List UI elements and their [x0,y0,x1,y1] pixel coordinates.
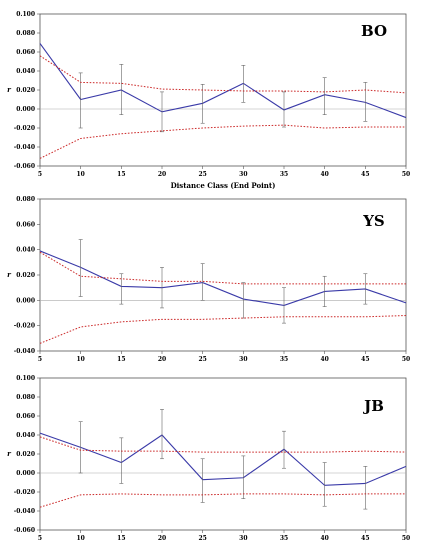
x-tick-label: 15 [117,356,125,363]
error-bar [78,239,83,297]
x-tick-label: 10 [76,356,84,363]
panel-title: BO [361,22,387,40]
x-tick-label: 10 [76,535,84,542]
y-tick-label: 0.080 [16,196,35,203]
error-bar [282,430,286,469]
observed-correlation-line [39,239,407,324]
correlation-polyline [39,43,407,119]
error-bar [160,91,164,133]
error-bar [241,65,246,103]
y-tick-label: -0.020 [14,125,35,132]
error-bar [322,462,327,507]
y-tick-label: 0.040 [16,68,35,75]
y-axis-label: r [7,449,12,458]
y-tick-label: -0.040 [14,348,35,355]
y-tick-label: 0.000 [16,297,35,304]
y-tick-label: 0.020 [16,451,35,458]
error-bar [160,409,164,460]
y-tick-label: -0.060 [14,527,35,534]
error-bar [200,263,205,301]
y-axis-label: r [7,85,12,94]
x-tick-label: 40 [320,171,328,178]
error-bar [119,64,124,115]
y-tick-label: 0.060 [16,413,35,420]
error-bar [200,84,205,124]
confidence-envelope-line [39,251,406,285]
y-tick-label: -0.040 [14,508,35,515]
correlation-polyline [39,432,407,486]
x-tick-label: 25 [198,356,206,363]
y-tick-label: 0.100 [16,11,35,18]
error-bar [119,437,124,484]
y-tick-label: 0.000 [16,470,35,477]
confidence-envelope-line [39,315,407,344]
y-tick-label: 0.060 [16,221,35,228]
y-tick-label: 0.100 [16,375,35,382]
x-tick-label: 40 [320,535,328,542]
x-tick-label: 45 [361,171,369,178]
y-tick-label: 0.040 [16,247,35,254]
error-bar [322,275,327,307]
chart-panel-bo: -0.060 -0.040 -0.020 0.000 0.020 0.040 0.060 0.… [7,11,410,190]
chart-panel-jb: -0.060 -0.040 -0.020 0.000 0.020 0.040 0.060 0.… [7,375,410,542]
x-tick-label: 30 [239,171,247,178]
y-tick-label: -0.060 [14,163,35,170]
x-tick-label: 35 [280,171,288,178]
x-tick-label: 15 [117,535,125,542]
y-tick-label: 0.020 [16,87,35,94]
y-axis-label: r [7,270,12,279]
y-tick-label: -0.020 [14,323,35,330]
x-tick-label: 45 [361,356,369,363]
x-tick-label: 40 [320,356,328,363]
y-tick-label: 0.060 [16,49,35,56]
y-tick-label: -0.020 [14,489,35,496]
x-tick-label: 50 [402,535,410,542]
x-tick-label: 25 [198,535,206,542]
error-bar [78,421,83,474]
y-tick-label: 0.040 [16,432,35,439]
error-bar [363,466,368,510]
x-tick-label: 20 [158,171,166,178]
y-tick-label: 0.020 [16,272,35,279]
x-tick-label: 20 [158,535,166,542]
panel-title: YS [362,212,385,230]
y-tick-label: 0.080 [16,394,35,401]
y-tick-label: 0.080 [16,30,35,37]
x-tick-label: 10 [76,171,84,178]
x-tick-label: 50 [402,171,410,178]
envelope-polyline [39,315,407,344]
x-tick-label: 20 [158,356,166,363]
chart-panel-ys: -0.040 -0.020 0.000 0.020 0.040 0.060 0.080 5 10… [7,196,410,363]
x-tick-label: 45 [361,535,369,542]
x-tick-label: 35 [280,535,288,542]
y-tick-label: -0.040 [14,144,35,151]
x-tick-label: 35 [280,356,288,363]
panel-title: JB [362,397,384,415]
error-bar [241,455,246,499]
x-tick-label: 15 [117,171,125,178]
x-tick-label: 30 [239,356,247,363]
envelope-polyline [39,251,406,285]
correlation-polyline [39,250,407,306]
error-bar [160,267,164,309]
x-tick-label: 25 [198,171,206,178]
x-tick-label: 5 [38,171,42,178]
x-axis-label: Distance Class (End Point) [171,181,276,190]
error-bar [282,91,286,128]
error-bar [322,77,327,115]
x-tick-label: 5 [38,535,42,542]
y-tick-label: 0.000 [16,106,35,113]
error-bar [363,82,368,122]
x-tick-label: 5 [38,356,42,363]
x-tick-label: 50 [402,356,410,363]
error-bar [363,273,368,305]
x-tick-label: 30 [239,535,247,542]
